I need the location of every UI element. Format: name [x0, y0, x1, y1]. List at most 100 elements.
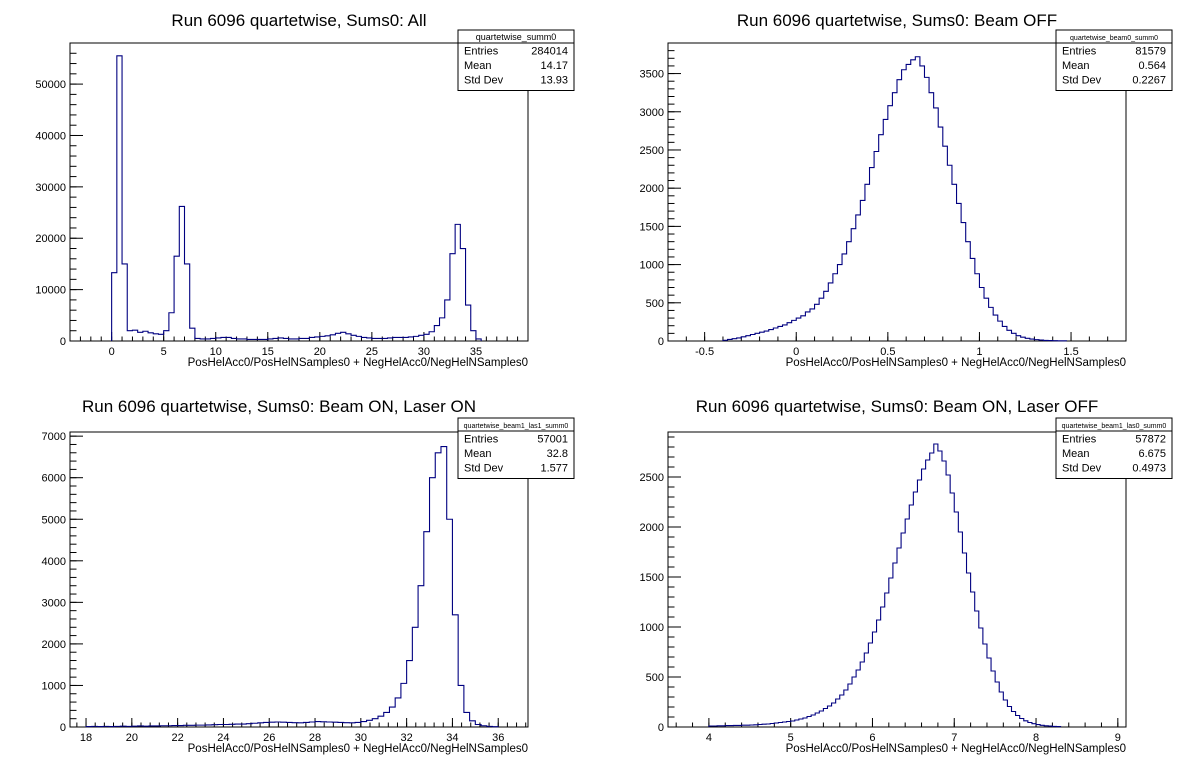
stats-label: Mean [1062, 60, 1090, 72]
y-tick-label: 500 [646, 672, 664, 684]
histogram-line [85, 445, 499, 728]
pad-beam-off: Run 6096 quartetwise, Sums0: Beam OFF -0.… [598, 0, 1196, 386]
stats-value: 0.4973 [1132, 463, 1166, 475]
y-tick-label: 0 [658, 722, 664, 734]
y-tick-label: 1500 [640, 221, 664, 233]
y-tick-label: 500 [646, 298, 664, 310]
x-axis-label: PosHelAcc0/PosHelNSamples0 + NegHelAcc0/… [786, 357, 1126, 369]
stats-box-frame [457, 29, 575, 91]
x-tick-label: 34 [446, 732, 458, 744]
stats-label: Std Dev [1062, 463, 1102, 475]
stats-value: 6.675 [1138, 448, 1166, 460]
stats-label: Entries [1062, 434, 1097, 446]
y-tick-label: 20000 [35, 233, 66, 245]
y-tick-label: 5000 [42, 514, 66, 526]
x-axis-label: PosHelAcc0/PosHelNSamples0 + NegHelAcc0/… [188, 743, 528, 755]
x-tick-label: 0.5 [880, 346, 895, 358]
stats-label: Mean [464, 60, 492, 72]
x-tick-label: 30 [355, 732, 367, 744]
x-tick-label: -0.5 [695, 346, 714, 358]
y-tick-label: 2500 [640, 472, 664, 484]
x-tick-label: 4 [706, 732, 712, 744]
stats-value: 1.577 [540, 463, 568, 475]
stats-box: quartetwise_beam1_las0_summ0 Entries 57872… [1055, 417, 1173, 479]
stats-box: quartetwise_beam0_summ0 Entries 81579 Mean 0… [1055, 29, 1173, 91]
stats-name: quartetwise_beam1_las0_summ0 [1062, 423, 1167, 430]
chart-title: Run 6096 quartetwise, Sums0: Beam ON, La… [696, 397, 1099, 416]
y-tick-label: 0 [60, 722, 66, 734]
x-tick-label: 20 [314, 346, 326, 358]
x-tick-label: 15 [262, 346, 274, 358]
stats-box-frame [1055, 417, 1173, 479]
stats-value: 284014 [531, 46, 568, 58]
x-tick-label: 1.5 [1063, 346, 1078, 358]
x-tick-label: 5 [788, 732, 794, 744]
stats-label: Std Dev [1062, 75, 1102, 87]
y-tick-label: 7000 [42, 431, 66, 443]
y-tick-label: 1500 [640, 572, 664, 584]
x-tick-label: 1 [976, 346, 982, 358]
x-tick-label: 25 [366, 346, 378, 358]
stats-value: 14.17 [540, 60, 568, 72]
x-tick-label: 35 [470, 346, 482, 358]
y-tick-label: 40000 [35, 130, 66, 142]
histogram-line [722, 56, 1068, 342]
y-tick-label: 2000 [640, 183, 664, 195]
plot-frame [667, 431, 1127, 728]
stats-value: 0.564 [1138, 60, 1166, 72]
plot-frame [69, 431, 529, 728]
stats-name: quartetwise_beam1_las1_summ0 [464, 423, 569, 430]
x-tick-label: 9 [1115, 732, 1121, 744]
stats-value: 57872 [1135, 434, 1166, 446]
y-tick-label: 0 [60, 336, 66, 348]
x-tick-label: 24 [217, 732, 229, 744]
histogram-all: Run 6096 quartetwise, Sums0: All 0 5 10 15 20… [35, 11, 575, 369]
y-tick-label: 10000 [35, 285, 66, 297]
stats-label: Entries [464, 46, 499, 58]
stats-label: Entries [464, 434, 499, 446]
histogram-line [111, 55, 482, 341]
histogram-line [708, 443, 1062, 728]
x-tick-label: 22 [172, 732, 184, 744]
x-tick-label: 6 [869, 732, 875, 744]
stats-label: Std Dev [464, 75, 504, 87]
plot-frame [667, 42, 1127, 342]
y-tick-label: 30000 [35, 182, 66, 194]
x-tick-label: 26 [263, 732, 275, 744]
stats-value: 0.2267 [1132, 75, 1166, 87]
x-tick-label: 0 [793, 346, 799, 358]
y-tick-label: 3500 [640, 69, 664, 81]
stats-name: quartetwise_summ0 [476, 32, 557, 42]
pad-beam-on-laser-off: Run 6096 quartetwise, Sums0: Beam ON, La… [598, 386, 1196, 772]
stats-value: 81579 [1135, 46, 1166, 58]
stats-value: 13.93 [540, 75, 568, 87]
y-tick-label: 50000 [35, 79, 66, 91]
x-tick-label: 8 [1033, 732, 1039, 744]
y-tick-label: 2000 [42, 639, 66, 651]
stats-name: quartetwise_beam0_summ0 [1070, 35, 1158, 42]
y-tick-label: 1000 [640, 622, 664, 634]
y-tick-label: 3000 [640, 107, 664, 119]
stats-label: Mean [464, 448, 492, 460]
pad-beam-on-laser-on: Run 6096 quartetwise, Sums0: Beam ON, La… [0, 386, 598, 772]
x-tick-label: 32 [401, 732, 413, 744]
stats-box-frame [457, 417, 575, 479]
stats-label: Entries [1062, 46, 1097, 58]
stats-label: Mean [1062, 448, 1090, 460]
x-axis-label: PosHelAcc0/PosHelNSamples0 + NegHelAcc0/… [786, 743, 1126, 755]
stats-value: 32.8 [547, 448, 568, 460]
y-tick-label: 2000 [640, 522, 664, 534]
histogram-beam-off: Run 6096 quartetwise, Sums0: Beam OFF -0.… [640, 11, 1173, 369]
y-tick-label: 2500 [640, 145, 664, 157]
stats-box: quartetwise_summ0 Entries 284014 Mean 14.17 S… [457, 29, 575, 91]
x-tick-label: 28 [309, 732, 321, 744]
x-tick-label: 0 [109, 346, 115, 358]
y-tick-label: 6000 [42, 473, 66, 485]
x-tick-label: 5 [161, 346, 167, 358]
x-tick-label: 30 [418, 346, 430, 358]
histogram-beam-on-laser-on: Run 6096 quartetwise, Sums0: Beam ON, La… [42, 397, 575, 755]
x-tick-label: 20 [126, 732, 138, 744]
chart-title: Run 6096 quartetwise, Sums0: All [171, 11, 426, 30]
y-tick-label: 0 [658, 336, 664, 348]
stats-value: 57001 [537, 434, 568, 446]
